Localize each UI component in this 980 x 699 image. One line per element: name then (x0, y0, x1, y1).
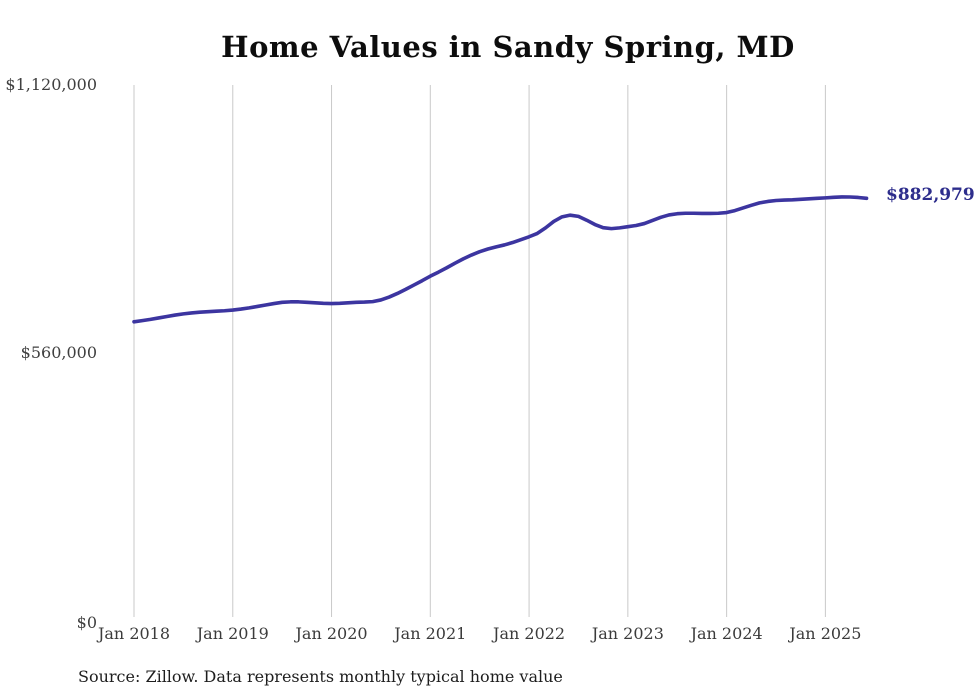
x-axis-tick-label: Jan 2020 (295, 624, 368, 643)
x-axis-tick-label: Jan 2024 (690, 624, 763, 643)
x-axis-tick-label: Jan 2021 (394, 624, 467, 643)
x-axis-tick-label: Jan 2025 (789, 624, 862, 643)
source-note: Source: Zillow. Data represents monthly … (78, 667, 563, 686)
x-axis-tick-label: Jan 2023 (591, 624, 664, 643)
home-value-line-series (132, 195, 869, 324)
x-axis-tick-label: Jan 2018 (97, 624, 171, 643)
chart-title: Home Values in Sandy Spring, MD (221, 30, 795, 64)
final-value-label: $882,979 (886, 185, 975, 205)
y-axis-tick-label-middle: $560,000 (20, 343, 97, 362)
y-axis-tick-label-top: $1,120,000 (5, 75, 97, 94)
x-axis-tick-label: Jan 2019 (196, 624, 269, 643)
y-axis-tick-label-bottom: $0 (76, 613, 97, 632)
x-axis-tick-label: Jan 2022 (493, 624, 566, 643)
